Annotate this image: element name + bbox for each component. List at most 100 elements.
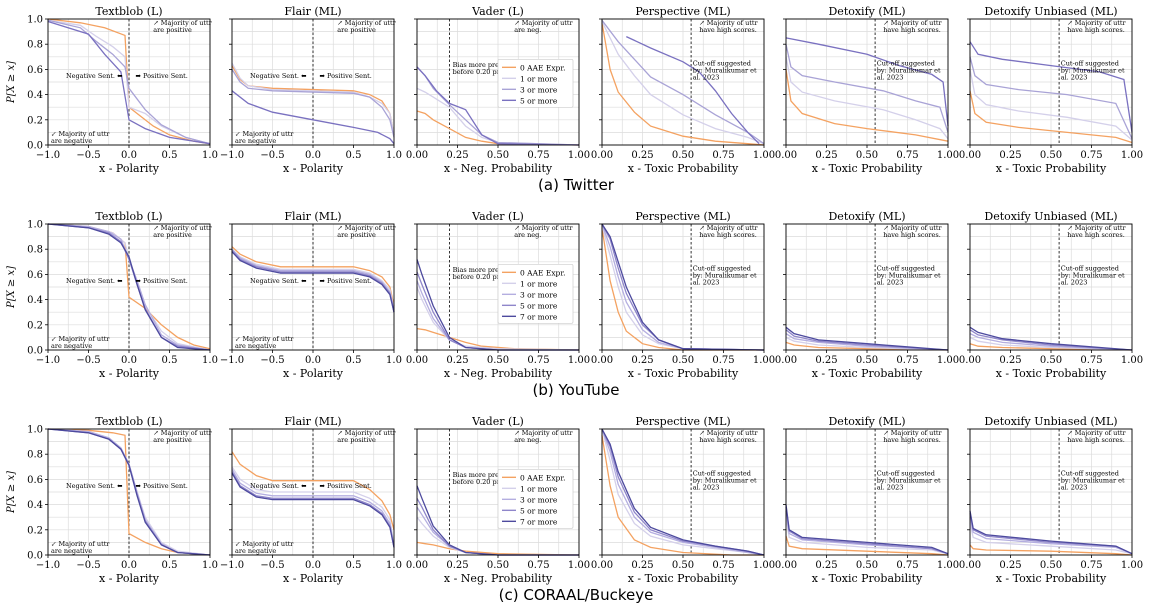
x-tick-label: 0.75 <box>896 355 918 366</box>
annotation-high-scores: ↗ Majority of uttr have high scores. <box>699 429 758 444</box>
x-tick-label: −1.0 <box>36 355 60 366</box>
x-tick-label: 1.00 <box>568 560 590 571</box>
x-tick-label: 1.0 <box>386 355 402 366</box>
series-line-2 <box>969 333 1133 351</box>
annotation-negative-majority: ↙ Majority of uttr are negative <box>51 540 110 555</box>
series-line-2 <box>231 69 395 138</box>
series-line-3 <box>785 329 949 351</box>
x-tick-label: −1.0 <box>220 150 244 161</box>
series-line-0 <box>785 341 949 351</box>
x-axis-label: x - Toxic Probability <box>628 572 739 585</box>
panel-title: Perspective (ML) <box>635 210 730 223</box>
x-tick-label: 1.00 <box>568 150 590 161</box>
legend-entry: 7 or more <box>520 312 558 321</box>
x-tick-label: −1.0 <box>220 355 244 366</box>
series-line-1 <box>785 336 949 351</box>
chart-panel: 0.00 0.25 0.50 0.75 1.00 Perspective (ML) x - … <box>591 5 775 175</box>
x-tick-label: 0.5 <box>346 560 362 571</box>
y-tick-label: 0.8 <box>27 450 43 461</box>
x-tick-label: 0.75 <box>712 150 734 161</box>
x-tick-label: 0.0 <box>121 355 137 366</box>
series-line-0 <box>231 451 395 530</box>
x-tick-label: −0.5 <box>76 355 100 366</box>
series-line-0 <box>969 343 1133 351</box>
series-line-0 <box>969 90 1133 144</box>
annotation-negative-majority: ↙ Majority of uttr are negative <box>235 130 294 145</box>
annotation-majority-neg: ↗ Majority of uttr are neg. <box>514 224 573 239</box>
x-tick-label: 1.0 <box>386 560 402 571</box>
x-tick-label: 0.50 <box>672 150 694 161</box>
x-tick-label: −0.5 <box>260 560 284 571</box>
series-line-1 <box>231 248 395 309</box>
y-tick-label: 0.2 <box>27 320 43 331</box>
x-tick-label: 0.25 <box>631 355 653 366</box>
y-tick-label: 0.8 <box>27 245 43 256</box>
series-line-3 <box>47 20 211 145</box>
x-tick-label: 0.00 <box>959 355 981 366</box>
x-tick-label: 1.0 <box>386 150 402 161</box>
annotation-positive-majority: ↗ Majority of uttr are positive <box>153 224 212 239</box>
legend-entry: 1 or more <box>520 279 558 288</box>
x-tick-label: 0.0 <box>121 560 137 571</box>
panel-title: Flair (ML) <box>284 415 341 428</box>
x-axis-label: x - Neg. Probability <box>444 572 553 585</box>
panel-title: Detoxify (ML) <box>828 415 905 428</box>
x-tick-label: 0.25 <box>631 560 653 571</box>
annotation-positive-majority: ↗ Majority of uttr are positive <box>153 429 212 444</box>
annotation-cutoff-source: Cut-off suggested by: Muralikumar et al. 2… <box>877 470 941 492</box>
series-line-3 <box>231 471 395 548</box>
x-tick-label: 0.50 <box>487 150 509 161</box>
x-tick-label: 1.00 <box>1121 355 1143 366</box>
panel-title: Detoxify (ML) <box>828 5 905 18</box>
series-line-0 <box>231 246 395 307</box>
chart-panel: 0.00 0.25 0.50 0.75 1.00 Detoxify Unbiased (M… <box>959 5 1143 175</box>
x-tick-label: 0.5 <box>346 355 362 366</box>
series-line-4 <box>231 472 395 548</box>
series-line-4 <box>785 326 949 351</box>
annotation-negative-sentiment: Negative Sent. ⬅ <box>66 277 123 285</box>
y-tick-label: 0.0 <box>27 141 43 152</box>
x-tick-label: 0.00 <box>775 150 797 161</box>
chart-panel: 0.00 0.25 0.50 0.75 1.00 Detoxify (ML) x - Tox… <box>775 5 959 175</box>
panel-title: Detoxify Unbiased (ML) <box>984 415 1117 428</box>
series-line-4 <box>785 504 949 555</box>
series-line-2 <box>785 44 949 133</box>
panel-title: Perspective (ML) <box>635 5 730 18</box>
x-tick-label: 0.25 <box>999 150 1021 161</box>
x-tick-label: −1.0 <box>220 560 244 571</box>
x-tick-label: 1.00 <box>937 355 959 366</box>
series-line-1 <box>969 336 1133 351</box>
x-tick-label: 0.5 <box>162 150 178 161</box>
panel-title: Detoxify (ML) <box>828 210 905 223</box>
x-axis-label: x - Toxic Probability <box>996 162 1107 175</box>
series-line-2 <box>231 248 395 310</box>
annotation-majority-neg: ↗ Majority of uttr are neg. <box>514 429 573 444</box>
y-tick-label: 1.0 <box>27 15 43 26</box>
annotation-high-scores: ↗ Majority of uttr have high scores. <box>1067 224 1126 239</box>
legend-entry: 1 or more <box>520 74 558 83</box>
annotation-cutoff-source: Cut-off suggested by: Muralikumar et al. 2… <box>1061 265 1125 287</box>
annotation-cutoff-source: Cut-off suggested by: Muralikumar et al. 2… <box>877 60 941 82</box>
legend-box <box>497 468 574 529</box>
series-line-3 <box>231 90 395 145</box>
series-line-4 <box>47 428 211 556</box>
legend-entry: 5 or more <box>520 506 558 515</box>
legend-entry: 5 or more <box>520 96 558 105</box>
panel-title: Perspective (ML) <box>635 415 730 428</box>
x-tick-label: 0.5 <box>346 150 362 161</box>
series-line-3 <box>785 37 949 127</box>
annotation-high-scores: ↗ Majority of uttr have high scores. <box>699 19 758 34</box>
x-tick-label: 0.75 <box>712 560 734 571</box>
annotation-high-scores: ↗ Majority of uttr have high scores. <box>883 224 942 239</box>
x-tick-label: 0.25 <box>446 150 468 161</box>
x-axis-label: x - Polarity <box>99 572 160 585</box>
panel-title: Vader (L) <box>471 415 524 428</box>
x-axis-label: x - Polarity <box>283 367 344 380</box>
series-line-3 <box>969 41 1133 133</box>
annotation-positive-sentiment: ➡ Positive Sent. <box>135 482 187 490</box>
y-tick-label: 0.0 <box>27 346 43 357</box>
panel-title: Detoxify Unbiased (ML) <box>984 210 1117 223</box>
chart-panel: 0.00 0.25 0.50 0.75 1.00 Vader (L) x - Neg. Pr… <box>406 415 590 585</box>
legend-entry: 3 or more <box>520 85 558 94</box>
chart-panel: 0.00 0.25 0.50 0.75 1.00 Detoxify (ML) x - Tox… <box>775 210 959 380</box>
